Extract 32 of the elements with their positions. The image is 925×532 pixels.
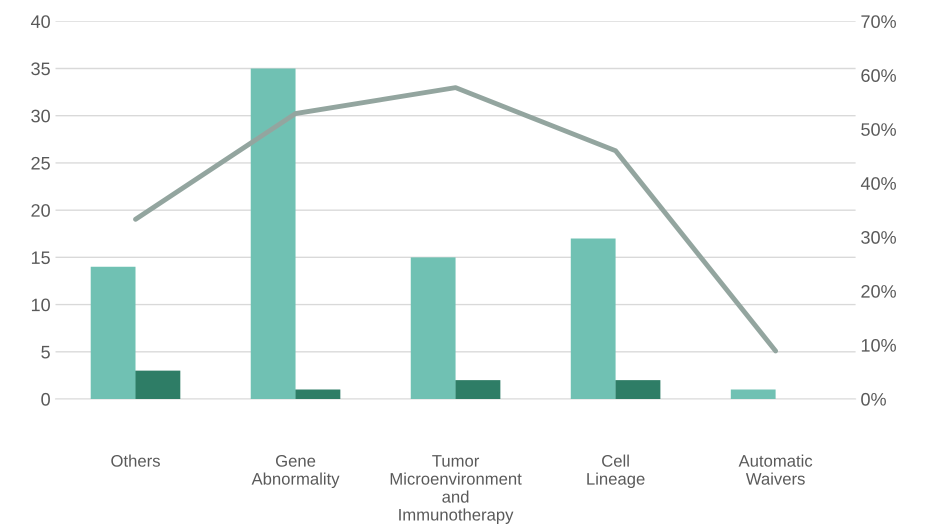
y-tick-label: 35: [31, 62, 50, 76]
y2-tick-label: 70%: [861, 15, 896, 28]
y2-tick-label: 30%: [861, 231, 896, 244]
y2-tick-label: 0%: [861, 392, 886, 406]
x-tick-label: Automatic Waivers: [738, 454, 812, 485]
y-tick-label: 5: [41, 346, 50, 359]
y2-tick-label: 60%: [861, 69, 896, 82]
bar: [250, 68, 296, 399]
x-tick-label: Others: [111, 454, 160, 467]
bar: [456, 380, 500, 399]
y2-tick-label: 50%: [861, 123, 896, 136]
y-tick-label: 15: [32, 251, 50, 264]
bar: [90, 266, 136, 399]
y-tick-label: 40: [30, 15, 50, 28]
y2-tick-label: 40%: [860, 177, 896, 190]
y2-tick-label: 20%: [861, 285, 896, 298]
bar: [136, 370, 180, 399]
x-tick-label: Cell Lineage: [587, 454, 645, 488]
y-tick-label: 30: [31, 110, 50, 122]
x-tick-label: Gene Abnormality: [252, 454, 340, 488]
y-tick-label: 10: [32, 298, 50, 312]
bar: [570, 238, 616, 399]
y-tick-label: 25: [31, 156, 50, 170]
y2-tick-label: 10%: [862, 338, 896, 352]
bar: [616, 380, 660, 399]
y-tick-label: 20: [31, 204, 50, 217]
line-series: [133, 85, 778, 354]
x-tick-label: Tumor Microenvironment and Immunotherapy: [390, 455, 522, 524]
bar: [410, 257, 456, 399]
bar: [296, 390, 340, 399]
y-tick-label: 0: [41, 392, 50, 406]
bar: [730, 390, 776, 399]
